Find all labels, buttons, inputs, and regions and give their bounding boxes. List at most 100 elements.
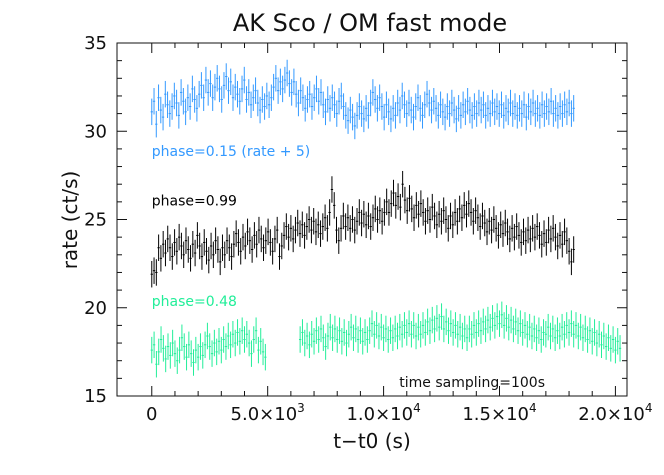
data-point	[527, 93, 530, 120]
data-point	[229, 68, 232, 96]
data-point	[383, 103, 386, 131]
data-point	[173, 82, 176, 110]
data-point	[301, 211, 304, 239]
data-point	[367, 102, 370, 129]
data-point	[329, 313, 332, 341]
data-point	[371, 79, 375, 106]
data-point	[222, 72, 226, 99]
data-point	[202, 84, 205, 111]
data-point	[305, 322, 309, 350]
y-tick-label: 20	[84, 298, 107, 319]
data-point	[460, 204, 464, 231]
data-point	[171, 243, 174, 270]
data-point	[322, 91, 325, 119]
data-point	[161, 103, 165, 131]
data-point	[458, 195, 461, 223]
data-point	[463, 192, 466, 219]
data-point	[252, 84, 255, 111]
series-layer	[150, 59, 622, 378]
data-point	[453, 199, 457, 226]
data-point	[611, 326, 615, 353]
data-point	[407, 310, 411, 337]
data-point	[466, 88, 469, 115]
data-point	[616, 328, 619, 355]
data-point	[496, 303, 499, 330]
data-point	[406, 197, 409, 224]
y-tick-label: 25	[84, 210, 107, 231]
data-point	[342, 202, 345, 230]
data-point	[150, 98, 153, 126]
data-point	[570, 248, 573, 276]
data-point	[376, 206, 379, 233]
data-point	[225, 227, 229, 254]
data-point	[483, 209, 486, 237]
data-point	[319, 220, 322, 247]
data-point	[179, 79, 183, 106]
data-point	[431, 193, 434, 221]
data-point	[185, 343, 188, 371]
data-point	[519, 310, 522, 337]
data-point	[572, 320, 575, 348]
data-point	[219, 248, 222, 276]
data-point	[501, 220, 505, 247]
data-point	[565, 312, 568, 339]
data-point	[243, 66, 246, 94]
data-point	[507, 98, 510, 126]
data-point	[445, 308, 448, 336]
data-point	[194, 336, 197, 364]
data-point	[363, 319, 367, 346]
data-point	[509, 89, 512, 117]
data-point	[500, 301, 503, 329]
data-point	[184, 227, 188, 254]
data-point	[213, 329, 216, 357]
data-point	[166, 333, 170, 360]
data-point	[267, 91, 271, 119]
data-point	[234, 329, 237, 357]
data-point	[374, 195, 377, 223]
data-point	[196, 222, 199, 249]
data-point	[385, 91, 388, 119]
data-point	[593, 319, 596, 346]
data-point	[426, 308, 429, 336]
data-point	[463, 315, 466, 343]
data-point	[403, 186, 407, 214]
data-point	[511, 100, 514, 127]
data-point	[301, 84, 305, 111]
data-point	[470, 320, 473, 348]
data-point	[213, 73, 217, 101]
data-point	[547, 98, 551, 126]
data-point	[515, 213, 518, 240]
data-point	[175, 89, 178, 117]
data-point	[315, 317, 318, 344]
data-point	[449, 202, 452, 230]
data-point	[197, 80, 201, 108]
data-point	[356, 326, 360, 353]
data-point	[335, 216, 338, 244]
data-point	[345, 329, 348, 357]
data-point	[430, 96, 433, 124]
data-point	[488, 208, 491, 235]
data-point	[317, 326, 320, 353]
data-point	[180, 324, 184, 351]
data-point	[281, 75, 284, 103]
data-point	[299, 77, 302, 104]
data-point	[323, 204, 327, 231]
data-point	[278, 243, 281, 270]
data-point	[326, 215, 329, 242]
data-point	[533, 223, 537, 251]
data-point	[591, 328, 594, 355]
data-point	[248, 227, 251, 254]
data-point	[193, 86, 196, 113]
data-point	[556, 232, 559, 260]
data-point	[344, 213, 347, 240]
data-point	[538, 102, 541, 129]
data-point	[253, 222, 256, 249]
data-point	[333, 315, 337, 343]
data-point	[574, 312, 578, 339]
data-point	[250, 340, 253, 367]
data-point	[447, 317, 450, 344]
data-point	[152, 88, 156, 115]
data-point	[561, 230, 564, 258]
data-point	[271, 238, 274, 265]
